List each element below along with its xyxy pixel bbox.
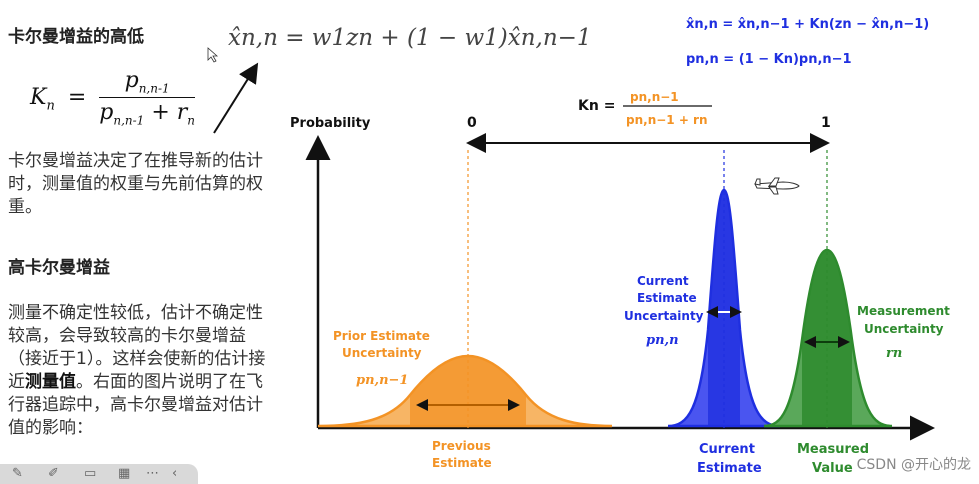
figure-gain-numerator: pn,n−1 xyxy=(630,90,679,104)
prior-label-line1: Prior Estimate xyxy=(333,329,430,343)
section-title: 卡尔曼增益的高低 xyxy=(8,27,144,47)
gain-lhs-sub: n xyxy=(46,98,55,114)
current-symbol: pn,n xyxy=(646,333,679,348)
gain-formula: Kn = pn,n-1 pn,n-1 + rn xyxy=(30,68,196,128)
current-label-line1: Current xyxy=(637,274,689,288)
previous-estimate-line1: Previous xyxy=(432,439,491,453)
range-end-label: 1 xyxy=(821,115,831,131)
prior-distribution xyxy=(317,150,613,428)
measured-value-line2: Value xyxy=(812,461,853,476)
gain-denominator-p-sub: n,n-1 xyxy=(113,113,145,128)
paragraph-high-gain-after: 。右面的图片说明了在飞行器追踪中，高卡尔曼增益对估计值的影响： xyxy=(8,372,263,438)
gain-lhs: K xyxy=(30,84,47,110)
gain-plus: + xyxy=(151,100,170,126)
pen-icon[interactable]: ✎ xyxy=(12,466,23,481)
measurement-label-line1: Measurement xyxy=(857,304,950,318)
more-icon[interactable]: ⋯ xyxy=(146,466,159,481)
slide-toolbar[interactable]: ✎ ✐ ▭ ▦ ⋯ ‹ xyxy=(0,464,198,484)
subtitle-high-gain: 高卡尔曼增益 xyxy=(8,258,110,278)
paragraph-high-gain: 测量不确定性较低，估计不确定性较高，会导致较高的卡尔曼增益（接近于1）。这样会使… xyxy=(8,302,270,440)
previous-estimate-line2: Estimate xyxy=(432,456,492,470)
measurement-distribution xyxy=(763,150,893,428)
left-panel: 卡尔曼增益的高低 Kn = pn,n-1 pn,n-1 + rn 卡尔曼增益决定… xyxy=(0,0,275,484)
measurement-label-line2: Uncertainty xyxy=(864,322,944,336)
figure-gain-denominator: pn,n−1 + rn xyxy=(626,113,708,127)
paragraph-high-gain-before: 测量不确定性较低，估计不确定性较高，会导致较高的卡尔曼增益（接近于1）。这样会使… xyxy=(8,303,266,392)
gain-numerator: p xyxy=(124,68,139,93)
gain-numerator-sub: n,n-1 xyxy=(138,81,170,96)
state-update-formula: x̂n,n = x̂n,n−1 + Kn(zn − x̂n,n−1) xyxy=(686,17,929,32)
paragraph-gain-meaning: 卡尔曼增益决定了在推导新的估计时，测量值的权重与先前估算的权重。 xyxy=(8,151,263,217)
weighted-update-formula: x̂n,n = w1zn + (1 − w1)x̂n,n−1 xyxy=(228,25,592,51)
range-start-label: 0 xyxy=(467,115,477,131)
chevron-left-icon[interactable]: ‹ xyxy=(172,466,178,481)
airplane-icon xyxy=(754,177,800,195)
gain-denominator-r: r xyxy=(176,100,188,126)
current-estimate-line1: Current xyxy=(699,442,755,457)
paragraph-high-gain-bold: 测量值 xyxy=(25,372,76,392)
mouse-cursor-icon xyxy=(207,47,219,63)
grid-icon[interactable]: ▦ xyxy=(118,466,131,481)
gain-denominator-p: p xyxy=(99,100,114,126)
gain-denominator-r-sub: n xyxy=(187,113,196,128)
highlighter-icon[interactable]: ✐ xyxy=(48,466,59,481)
watermark: CSDN @开心的龙 xyxy=(856,457,971,473)
measurement-symbol: rn xyxy=(886,346,902,361)
y-axis-label: Probability xyxy=(290,116,371,131)
current-label-line2: Estimate xyxy=(637,291,697,305)
current-distribution xyxy=(667,150,781,428)
prior-symbol: pn,n−1 xyxy=(356,373,408,388)
prior-label-line2: Uncertainty xyxy=(342,346,422,360)
measured-value-line1: Measured xyxy=(797,442,869,457)
figure-gain-label: Kn = xyxy=(578,98,615,114)
pointer-arrow xyxy=(213,62,259,134)
current-estimate-line2: Estimate xyxy=(697,461,762,476)
covariance-update-formula: pn,n = (1 − Kn)pn,n−1 xyxy=(686,52,852,67)
chat-icon[interactable]: ▭ xyxy=(84,466,97,481)
current-label-line3: Uncertainty xyxy=(624,309,704,323)
